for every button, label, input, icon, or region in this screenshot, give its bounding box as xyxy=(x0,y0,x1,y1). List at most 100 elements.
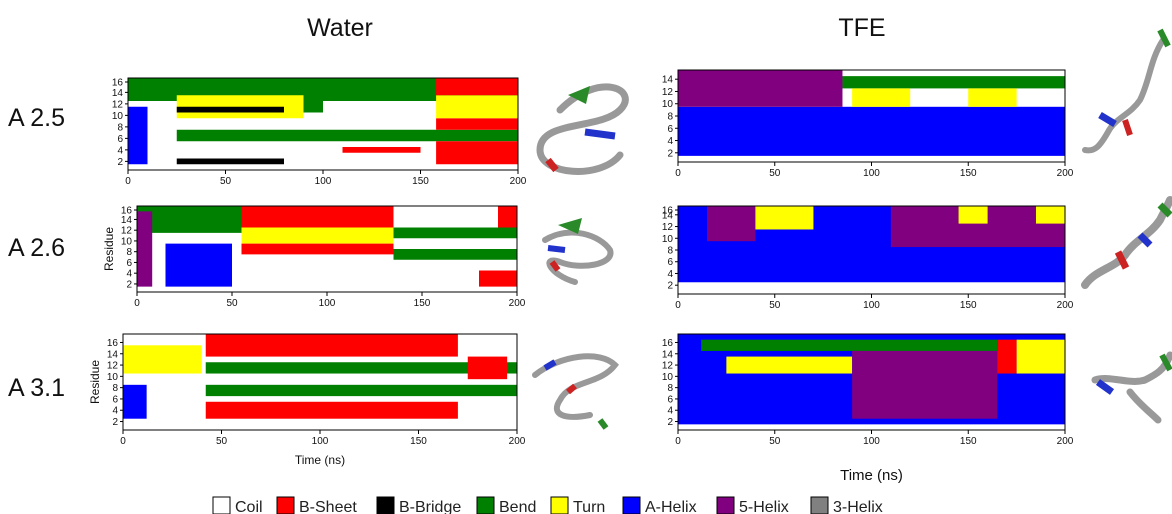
structure-block-turn xyxy=(726,356,853,374)
x-tick-label: 200 xyxy=(1057,168,1074,179)
y-tick-label: 12 xyxy=(662,222,674,233)
y-tick-label: 8 xyxy=(112,383,118,394)
legend-swatch xyxy=(810,496,829,514)
x-tick-label: 150 xyxy=(412,176,429,187)
structure-block-b-sheet xyxy=(436,118,518,130)
y-tick-label: 2 xyxy=(667,148,673,159)
x-tick-label: 50 xyxy=(769,168,781,179)
y-tick-label: 4 xyxy=(667,136,673,147)
x-tick-label: 50 xyxy=(216,436,228,447)
x-tick-label: 0 xyxy=(125,176,131,187)
x-tick-label: 0 xyxy=(134,298,140,309)
legend-swatch xyxy=(550,496,569,514)
y-tick-label: 10 xyxy=(662,234,674,245)
y-tick-label: 12 xyxy=(112,99,124,110)
y-tick-label: 10 xyxy=(662,372,674,383)
row-label-a25: A 2.5 xyxy=(8,104,65,132)
structure-block-bend xyxy=(842,76,1065,89)
column-title-tfe: TFE xyxy=(838,14,885,42)
structure-block-turn xyxy=(436,95,518,119)
structure-thumbnail-water-a31 xyxy=(532,353,619,430)
structure-block-bend xyxy=(393,227,517,239)
legend-label: 5-Helix xyxy=(739,499,789,514)
x-tick-label: 100 xyxy=(863,168,880,179)
y-tick-label: 16 xyxy=(662,206,674,217)
structure-thumbnail-water-a26 xyxy=(542,218,614,285)
row-label-a31: A 3.1 xyxy=(8,374,65,402)
x-tick-label: 100 xyxy=(312,436,329,447)
legend-label: A-Helix xyxy=(645,499,697,514)
structure-block-turn xyxy=(968,88,1017,107)
structure-block-5-helix xyxy=(707,206,756,242)
legend: Coil B-Sheet B-Bridge Bend Turn A-Helix 5-Heli… xyxy=(212,496,883,514)
structure-thumbnail-tfe-a25 xyxy=(1082,28,1171,154)
structure-block-bend xyxy=(205,384,518,397)
y-tick-label: 8 xyxy=(117,122,123,133)
legend-label: Coil xyxy=(235,499,263,514)
structure-block-bend xyxy=(205,362,518,374)
y-tick-label: 12 xyxy=(662,361,674,372)
x-tick-label: 0 xyxy=(675,436,681,447)
x-tick-label: 100 xyxy=(863,300,880,311)
y-tick-label: 14 xyxy=(662,210,674,221)
y-tick-label: 4 xyxy=(112,406,118,417)
x-tick-label: 200 xyxy=(1057,436,1074,447)
y-tick-label: 8 xyxy=(667,112,673,123)
y-tick-label: 2 xyxy=(667,281,673,292)
y-tick-label: 14 xyxy=(662,75,674,86)
x-tick-label: 150 xyxy=(414,298,431,309)
y-tick-label: 6 xyxy=(667,257,673,268)
legend-label: Turn xyxy=(573,499,605,514)
structure-block-b-sheet xyxy=(205,334,458,357)
legend-label: 3-Helix xyxy=(833,499,883,514)
structure-block-bend xyxy=(176,129,518,142)
structure-block-turn xyxy=(755,206,814,230)
y-tick-label: 10 xyxy=(107,372,119,383)
x-axis-label: Time (ns) xyxy=(840,467,903,484)
x-tick-label: 0 xyxy=(120,436,126,447)
legend-label: Bend xyxy=(499,499,536,514)
x-tick-label: 200 xyxy=(509,298,526,309)
structure-block-bend xyxy=(393,249,517,260)
structure-thumbnail-tfe-a26 xyxy=(1081,196,1172,289)
structure-block-bend xyxy=(303,78,323,113)
y-tick-label: 4 xyxy=(667,269,673,280)
y-tick-label: 12 xyxy=(107,361,119,372)
x-tick-label: 100 xyxy=(315,176,332,187)
structure-block-5-helix xyxy=(137,211,153,287)
y-tick-label: 16 xyxy=(107,338,119,349)
structure-block-b-sheet xyxy=(479,270,517,287)
structure-block-turn xyxy=(852,88,911,107)
structure-block-turn xyxy=(958,206,988,224)
legend-item-5-helix: 5-Helix xyxy=(716,496,789,514)
y-tick-label: 14 xyxy=(662,349,674,360)
structure-block-b-bridge xyxy=(176,106,284,113)
structure-block-b-sheet xyxy=(342,147,421,153)
y-tick-label: 6 xyxy=(112,394,118,405)
x-tick-label: 200 xyxy=(510,176,527,187)
structure-block-b-sheet xyxy=(997,339,1017,374)
column-title-water: Water xyxy=(307,14,373,42)
y-tick-label: 2 xyxy=(126,279,132,290)
y-tick-label: 8 xyxy=(667,246,673,257)
x-tick-label: 50 xyxy=(769,300,781,311)
y-tick-label: 14 xyxy=(112,88,124,99)
legend-swatch xyxy=(276,496,295,514)
y-tick-label: 6 xyxy=(667,394,673,405)
y-axis-label: Residue xyxy=(102,227,116,271)
structure-block-b-sheet xyxy=(498,206,517,228)
legend-swatch xyxy=(476,496,495,514)
structure-block-5-helix xyxy=(678,70,843,107)
y-tick-label: 14 xyxy=(107,349,119,360)
legend-item-bend: Bend xyxy=(476,496,536,514)
structure-block-bend xyxy=(701,339,998,351)
x-tick-label: 200 xyxy=(1057,300,1074,311)
x-axis-label: Time (ns) xyxy=(295,453,345,467)
y-tick-label: 2 xyxy=(112,417,118,428)
